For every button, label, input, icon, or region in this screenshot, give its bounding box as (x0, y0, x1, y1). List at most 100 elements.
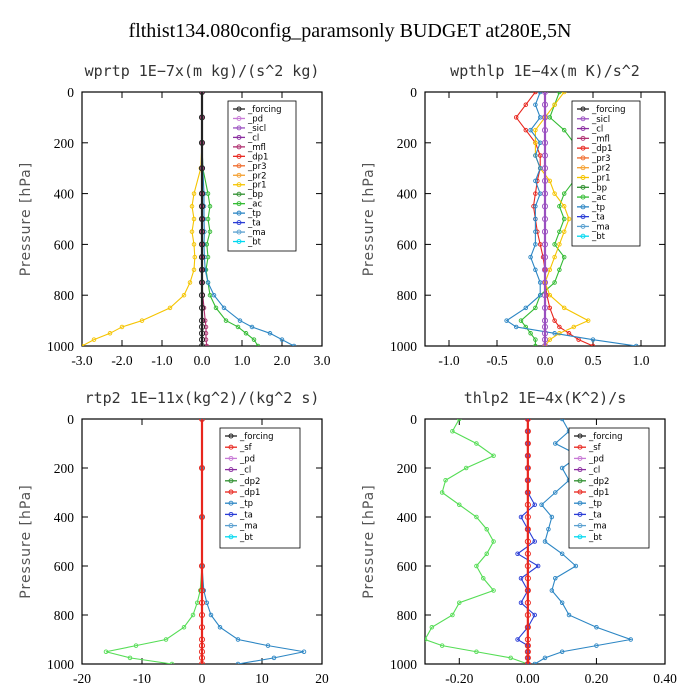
y-tick-label: 400 (54, 510, 75, 525)
data-point (537, 92, 543, 95)
legend-marker (228, 500, 234, 506)
legend-marker (580, 155, 586, 161)
legend-entry: _ta (588, 510, 602, 520)
data-point (524, 513, 531, 521)
data-point (561, 204, 567, 209)
data-point (541, 215, 549, 223)
legend-marker (580, 204, 586, 210)
data-point (524, 477, 531, 484)
panel-title: thlp2 1E−4x(K^2)/s (464, 389, 627, 407)
data-point (515, 637, 520, 642)
data-point (542, 539, 548, 544)
data-point (594, 625, 599, 630)
legend-entry: _tp (247, 209, 261, 219)
data-point (208, 612, 214, 618)
data-point (528, 127, 533, 133)
legend-marker (236, 125, 242, 131)
y-tick-label: 600 (54, 559, 75, 574)
data-point (524, 489, 531, 496)
data-point (484, 527, 489, 532)
legend-entry: _ac (247, 200, 262, 210)
legend-entry: _pd (588, 454, 604, 464)
x-tick-label: -10 (133, 671, 151, 686)
legend-marker (228, 433, 234, 439)
legend-entry: _tp (239, 499, 253, 509)
data-point (561, 229, 567, 234)
y-tick-label: 200 (397, 136, 418, 151)
data-point (524, 587, 531, 594)
data-point (198, 464, 206, 472)
data-point (508, 655, 513, 661)
legend-entry: _forcing (588, 432, 623, 442)
legend-entry: _dp1 (239, 488, 260, 498)
legend: _forcing_sf_pd _cl_dp2_dp1_tp_ta _ma_bt (219, 427, 301, 549)
data-point (107, 331, 113, 336)
legend-marker (228, 444, 234, 450)
x-tick-label: 20 (315, 671, 329, 686)
data-point (198, 92, 206, 96)
x-tick-label: 3.0 (314, 353, 331, 368)
legend-entry: _bt (239, 533, 254, 543)
data-point (181, 625, 187, 630)
legend-marker (580, 223, 586, 229)
legend-marker (577, 523, 583, 529)
legend-entry: _pd (239, 454, 255, 464)
x-tick-label: -20 (73, 671, 91, 686)
data-point (198, 648, 206, 655)
legend-marker (236, 106, 242, 112)
x-tick-label: 1.0 (633, 353, 650, 368)
data-point (439, 490, 445, 495)
data-point (541, 266, 549, 273)
legend-entry: _dp1 (588, 488, 609, 498)
legend-marker (236, 172, 242, 178)
legend-marker (580, 175, 586, 180)
data-point (533, 127, 538, 133)
legend-entry: _forcing (247, 105, 282, 115)
data-point (528, 254, 533, 260)
data-point (541, 330, 549, 337)
data-point (541, 101, 549, 108)
legend-marker (580, 135, 586, 141)
y-tick-label: 600 (397, 237, 418, 252)
data-point (541, 279, 549, 286)
data-point (552, 318, 557, 323)
data-point (524, 642, 531, 649)
data-point (541, 323, 549, 331)
legend-entry: _sicl (247, 124, 266, 134)
data-point (533, 337, 538, 342)
data-point (491, 588, 496, 593)
data-point (191, 216, 197, 222)
legend-entry: _bt (588, 533, 603, 543)
legend-marker (577, 534, 583, 540)
legend-marker (580, 106, 586, 112)
x-tick-label: -1.0 (151, 353, 173, 368)
legend-entry: _pr3 (591, 154, 611, 164)
legend-marker (580, 126, 586, 132)
series-group (82, 92, 297, 346)
data-point (533, 343, 538, 346)
panel-title: rtp2 1E−11x(kg^2)/(kg^2 s) (85, 389, 320, 407)
panel-title: wpthlp 1E−4x(m K)/s^2 (450, 62, 640, 80)
legend-marker (236, 220, 242, 226)
data-point (532, 661, 537, 664)
data-point (198, 292, 206, 299)
legend-marker (580, 165, 586, 171)
legend-marker (236, 229, 242, 235)
x-tick-label: 0.5 (585, 353, 602, 368)
y-tick-label: 200 (54, 461, 75, 476)
legend-marker (577, 500, 583, 506)
data-point (628, 637, 633, 642)
legend-marker (236, 201, 242, 207)
data-point (561, 127, 567, 133)
data-point (557, 242, 562, 247)
y-axis-label: Pressure [hPa] (18, 162, 34, 276)
data-point (223, 318, 229, 323)
data-point (549, 514, 555, 520)
legend-marker (236, 191, 242, 197)
x-tick-label: 0.0 (194, 353, 211, 368)
legend-entry: _pd (247, 114, 263, 124)
legend-entry: _ta (591, 213, 605, 223)
data-point (481, 576, 486, 581)
data-point (524, 654, 531, 661)
legend: _forcing_pd_sicl_cl_mfl_dp1_pr3_pr2_pr1_… (227, 100, 297, 252)
